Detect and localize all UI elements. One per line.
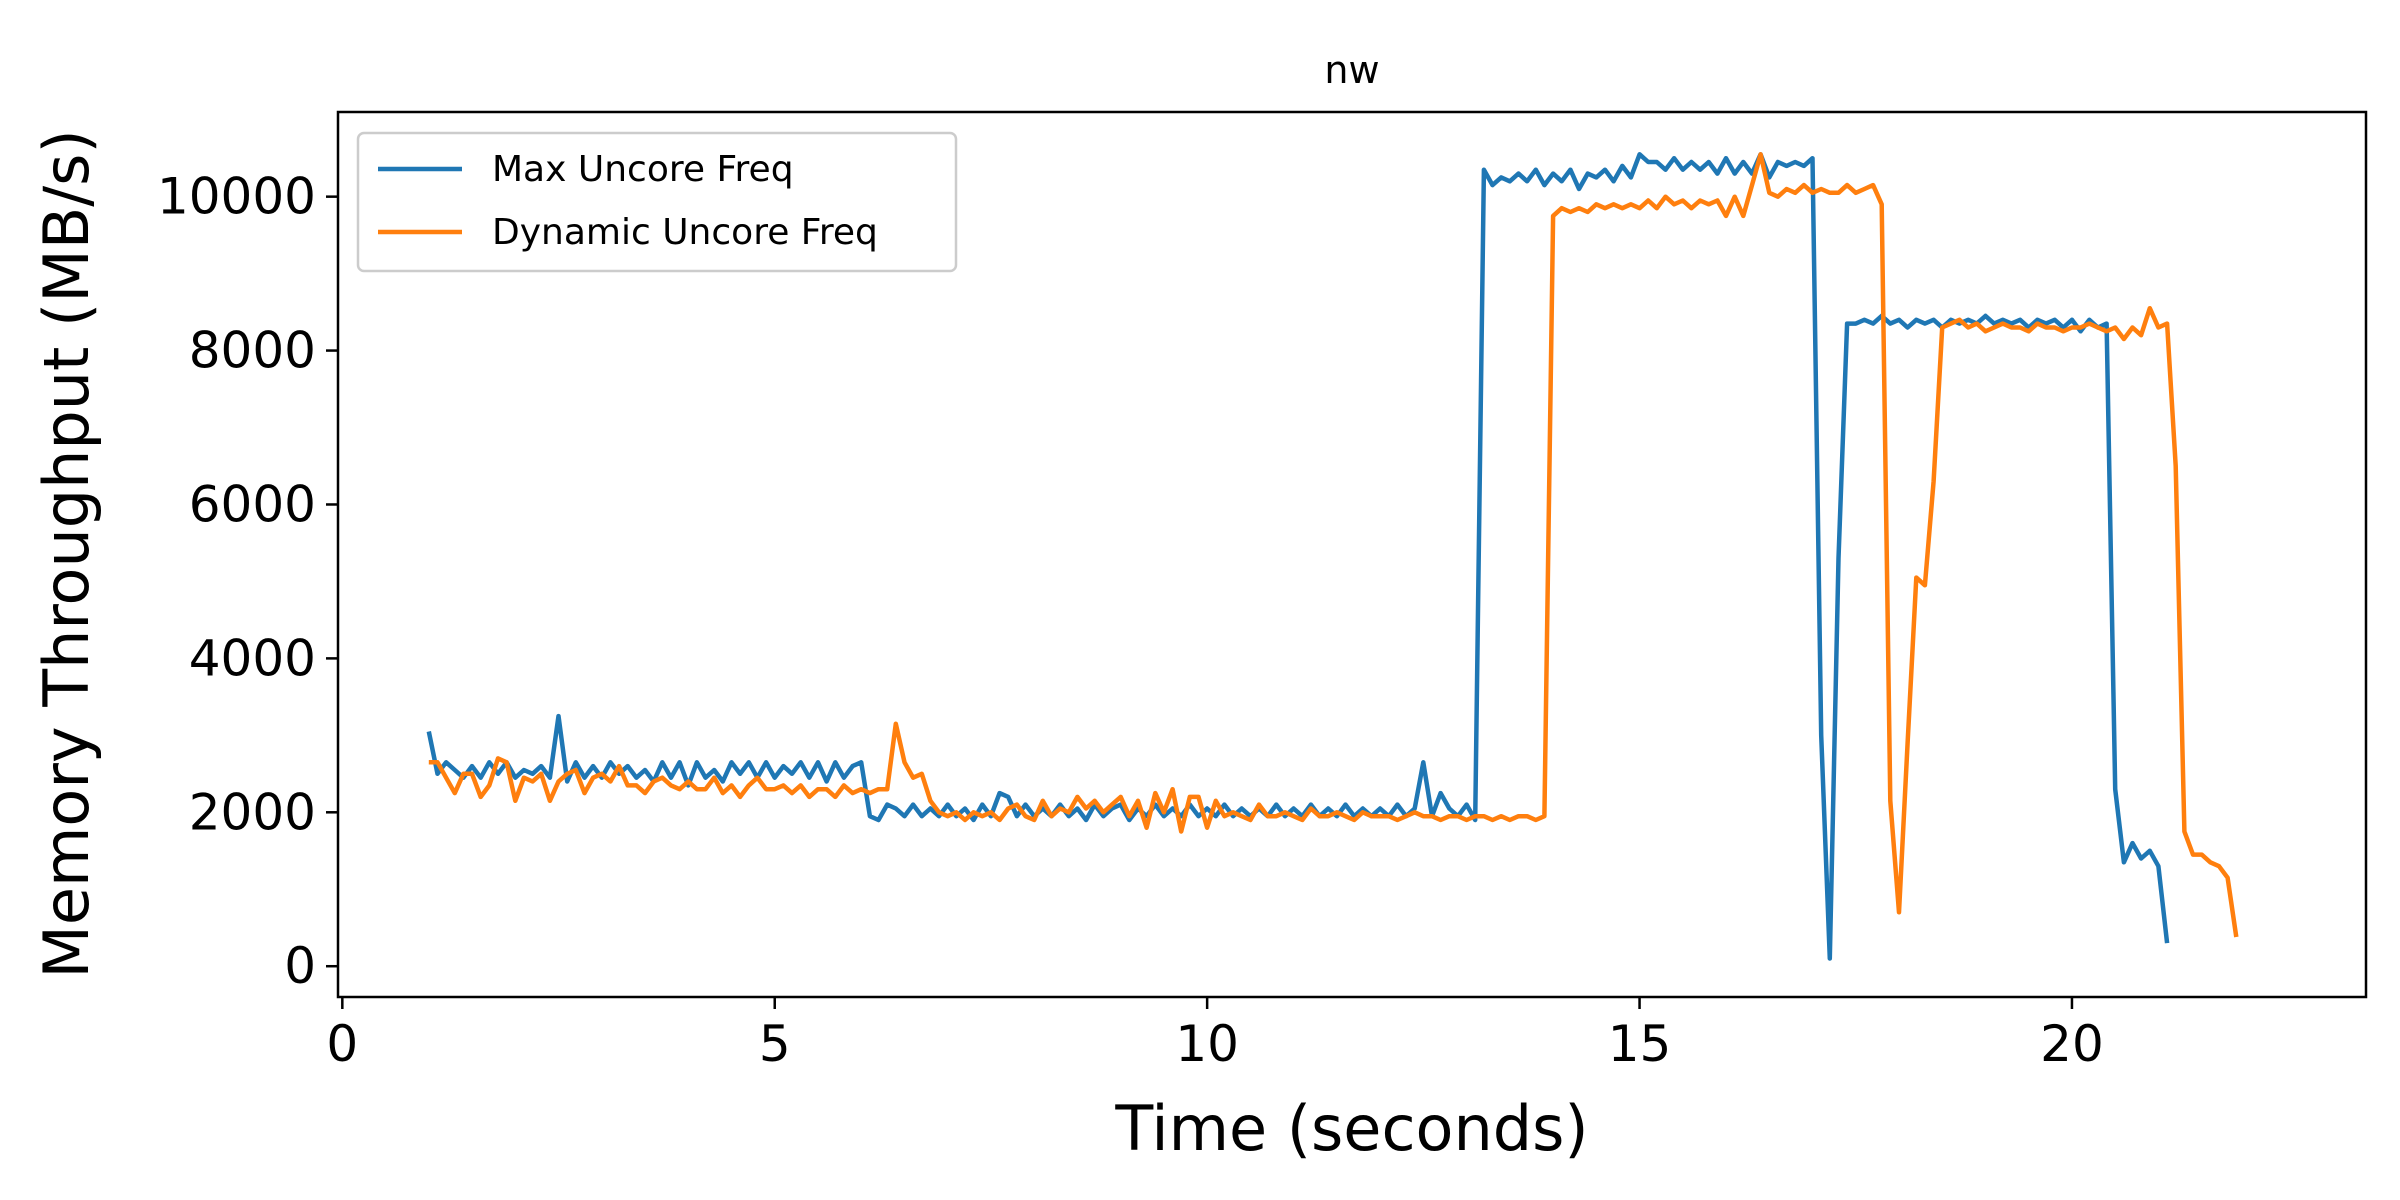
x-axis-ticks: 0 5 10 15 20 — [326, 997, 2104, 1073]
series-line-max-uncore-freq — [426, 152, 2170, 961]
chart-title: nw — [1324, 48, 1379, 92]
x-tick-label: 0 — [326, 1015, 358, 1073]
x-tick-label: 15 — [1608, 1015, 1672, 1073]
plot-area-frame — [336, 110, 2368, 999]
x-tick-label: 5 — [759, 1015, 791, 1073]
y-axis-ticks: 0 2000 4000 6000 8000 10000 — [157, 168, 338, 995]
legend-label-dynamic-uncore-freq: Dynamic Uncore Freq — [492, 212, 878, 253]
legend-label-max-uncore-freq: Max Uncore Freq — [492, 149, 794, 190]
series-layer — [426, 152, 2239, 961]
y-tick-label: 8000 — [189, 322, 316, 380]
y-tick-label: 2000 — [189, 783, 316, 841]
x-axis-label: Time (seconds) — [1114, 1092, 1588, 1165]
y-tick-label: 0 — [284, 937, 316, 995]
y-tick-label: 6000 — [189, 475, 316, 533]
y-tick-label: 10000 — [157, 168, 316, 226]
x-tick-label: 10 — [1175, 1015, 1239, 1073]
y-tick-label: 4000 — [189, 629, 316, 687]
y-axis-label: Memory Throughput (MB/s) — [30, 129, 103, 978]
x-tick-label: 20 — [2040, 1015, 2104, 1073]
legend-box — [356, 131, 958, 273]
legend: Max Uncore Freq Dynamic Uncore Freq — [356, 131, 958, 273]
series-line-dynamic-uncore-freq — [428, 152, 2239, 938]
